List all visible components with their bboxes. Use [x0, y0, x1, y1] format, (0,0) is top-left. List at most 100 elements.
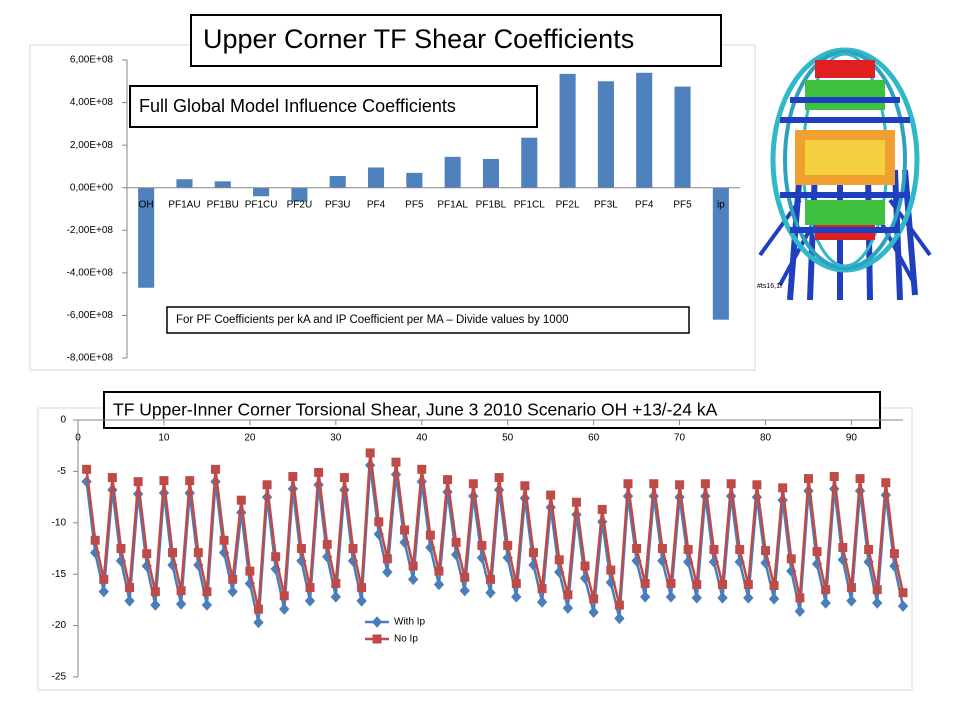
- x-tick-label: PF2L: [556, 199, 580, 210]
- marker: [477, 540, 487, 550]
- marker: [305, 583, 315, 593]
- bar: [521, 137, 538, 188]
- marker: [717, 592, 728, 604]
- marker: [571, 497, 581, 507]
- chart-title: Upper Corner TF Shear Coefficients: [203, 24, 634, 54]
- x-tick-label: 40: [416, 433, 428, 444]
- marker: [700, 479, 710, 489]
- bar: [597, 81, 614, 188]
- marker: [562, 602, 574, 614]
- marker: [443, 475, 453, 485]
- marker: [202, 587, 212, 597]
- marker: [175, 598, 187, 610]
- marker: [408, 561, 418, 571]
- bar: [138, 187, 155, 288]
- marker: [563, 590, 573, 600]
- marker: [803, 474, 813, 484]
- bar: [367, 167, 385, 188]
- marker: [296, 544, 306, 553]
- marker: [897, 600, 909, 612]
- x-tick-label: 70: [674, 433, 686, 444]
- x-tick-label: PF5: [673, 199, 692, 210]
- x-tick-label: ip: [717, 199, 725, 210]
- marker: [666, 578, 676, 588]
- marker: [236, 495, 246, 505]
- marker: [485, 586, 496, 599]
- marker: [743, 579, 753, 589]
- marker: [82, 464, 92, 474]
- marker: [348, 544, 358, 553]
- x-tick-label: PF1BU: [207, 199, 239, 210]
- marker: [382, 566, 393, 578]
- marker: [468, 479, 478, 489]
- marker: [820, 597, 831, 609]
- marker: [546, 490, 556, 500]
- x-tick-label: OH: [139, 199, 154, 210]
- x-tick-label: PF1AL: [437, 199, 468, 210]
- marker: [589, 594, 599, 604]
- marker: [632, 544, 642, 553]
- bar: [559, 73, 576, 188]
- marker: [451, 537, 461, 547]
- subtitle-box: [129, 85, 538, 128]
- x-tick-label: PF4: [635, 199, 654, 210]
- marker: [657, 544, 667, 553]
- marker: [434, 566, 444, 576]
- marker: [142, 549, 152, 559]
- marker: [580, 561, 590, 571]
- marker: [98, 585, 109, 598]
- marker: [726, 479, 736, 489]
- marker: [812, 547, 822, 557]
- marker: [597, 504, 607, 514]
- y-tick-label: -15: [52, 569, 67, 580]
- x-tick-label: PF4: [367, 199, 386, 210]
- marker: [185, 476, 195, 486]
- marker: [339, 473, 349, 483]
- marker: [460, 572, 470, 582]
- marker: [228, 574, 238, 584]
- series-line: [85, 452, 905, 610]
- marker: [794, 605, 806, 617]
- marker: [889, 549, 899, 559]
- y-tick-label: 0,00E+00: [70, 182, 114, 193]
- marker: [124, 595, 135, 607]
- marker: [486, 574, 495, 584]
- marker: [253, 616, 264, 629]
- marker: [304, 595, 316, 607]
- marker: [520, 481, 530, 491]
- marker: [768, 593, 780, 605]
- marker: [528, 548, 538, 558]
- x-tick-label: PF2U: [287, 199, 313, 210]
- image-caption: #ts16,1t: [757, 283, 782, 290]
- bar: [253, 187, 270, 197]
- marker: [511, 578, 521, 588]
- marker: [692, 579, 702, 589]
- marker: [433, 578, 445, 591]
- bar: [444, 156, 461, 188]
- annotation-box: [166, 306, 690, 334]
- marker: [81, 475, 92, 488]
- bar: [636, 72, 653, 188]
- marker: [898, 588, 908, 598]
- bar: [482, 158, 500, 188]
- x-tick-label: 60: [588, 433, 600, 444]
- marker: [365, 448, 375, 458]
- marker: [99, 574, 109, 584]
- marker: [640, 578, 650, 588]
- marker: [417, 464, 427, 474]
- marker: [322, 539, 332, 549]
- x-tick-label: PF1CL: [514, 199, 546, 210]
- x-tick-label: PF1BL: [476, 199, 507, 210]
- device-image: #ts16,1t: [757, 47, 932, 301]
- marker: [683, 545, 693, 555]
- marker: [872, 585, 882, 595]
- marker: [855, 474, 865, 484]
- marker: [743, 592, 754, 604]
- marker: [614, 612, 625, 625]
- marker: [271, 552, 281, 562]
- marker: [176, 586, 186, 596]
- y-tick-label: 4,00E+08: [70, 97, 114, 108]
- marker: [623, 479, 633, 489]
- y-tick-label: -10: [52, 517, 67, 528]
